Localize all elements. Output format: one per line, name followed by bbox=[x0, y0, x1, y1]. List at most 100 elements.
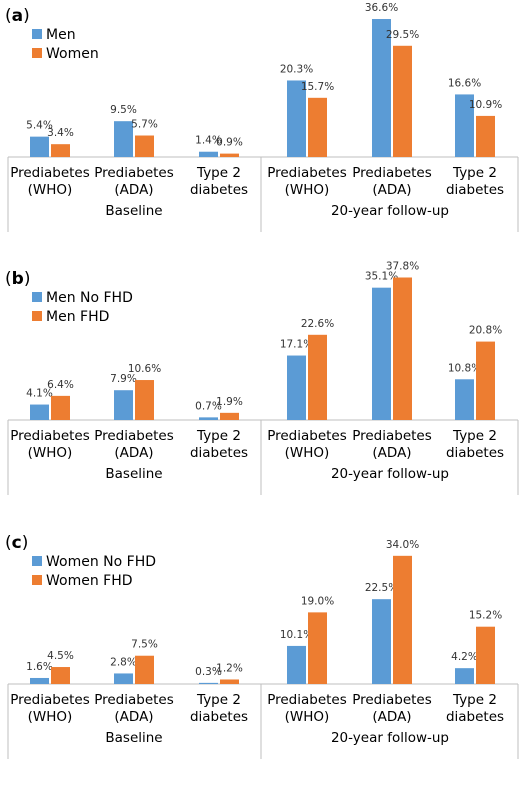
group-label: 20-year follow-up bbox=[331, 466, 449, 482]
category-label: Prediabetes (WHO) bbox=[10, 165, 90, 198]
legend-label: Women bbox=[46, 46, 99, 62]
category-label: Prediabetes (ADA) bbox=[94, 692, 174, 725]
data-label: 1.4% bbox=[195, 135, 222, 147]
group-label: Baseline bbox=[105, 730, 162, 746]
panel-letter: (c) bbox=[5, 533, 28, 553]
group-label: Baseline bbox=[105, 203, 162, 219]
data-label: 10.8% bbox=[448, 362, 481, 374]
data-label: 5.7% bbox=[131, 119, 158, 131]
bar bbox=[476, 115, 495, 157]
bar bbox=[114, 390, 133, 420]
panel-letter: (a) bbox=[5, 6, 30, 26]
bar bbox=[287, 355, 306, 420]
bar bbox=[135, 655, 154, 684]
category-label: Type 2 diabetes bbox=[446, 692, 504, 725]
bar bbox=[30, 677, 49, 684]
category-label: Prediabetes (WHO) bbox=[10, 428, 90, 461]
legend-label: Men FHD bbox=[46, 309, 109, 325]
panel-letter: (b) bbox=[5, 269, 30, 289]
data-label: 17.1% bbox=[280, 339, 313, 351]
data-label: 29.5% bbox=[386, 29, 419, 41]
bar bbox=[455, 379, 474, 420]
data-label: 15.7% bbox=[301, 81, 334, 93]
bar bbox=[114, 673, 133, 684]
legend-label: Men bbox=[46, 27, 76, 43]
category-label: Type 2 diabetes bbox=[446, 165, 504, 198]
data-label: 10.1% bbox=[280, 629, 313, 641]
bar bbox=[476, 341, 495, 420]
panel-b: (b) Men No FHD Men FHD 4.1%6.4% Prediabetes(… bbox=[5, 260, 519, 495]
data-label: 9.5% bbox=[110, 104, 137, 116]
data-label: 7.9% bbox=[110, 373, 137, 385]
group-label: 20-year follow-up bbox=[331, 730, 449, 746]
data-label: 10.6% bbox=[128, 363, 161, 375]
legend-label: Women No FHD bbox=[46, 554, 156, 570]
category-label: Prediabetes (WHO) bbox=[10, 692, 90, 725]
data-label: 0.3% bbox=[195, 666, 222, 678]
category-label: Prediabetes (ADA) bbox=[94, 165, 174, 198]
bar bbox=[372, 599, 391, 684]
bar bbox=[199, 151, 218, 157]
bar bbox=[51, 667, 70, 684]
category-label: Prediabetes (ADA) bbox=[94, 428, 174, 461]
category-label: Type 2 diabetes bbox=[190, 165, 248, 198]
data-label: 19.0% bbox=[301, 595, 334, 607]
data-label: 7.5% bbox=[131, 639, 158, 651]
bar bbox=[455, 668, 474, 684]
bar bbox=[199, 682, 218, 684]
data-label: 10.9% bbox=[469, 99, 502, 111]
data-label: 4.5% bbox=[47, 650, 74, 662]
legend-label: Women FHD bbox=[46, 573, 133, 589]
category-label: Prediabetes (WHO) bbox=[267, 165, 347, 198]
data-label: 1.6% bbox=[26, 661, 53, 673]
category-label: Prediabetes (WHO) bbox=[267, 692, 347, 725]
legend-swatch bbox=[32, 292, 42, 302]
bar bbox=[135, 380, 154, 420]
category-label: Type 2 diabetes bbox=[190, 692, 248, 725]
legend-swatch bbox=[32, 311, 42, 321]
data-label: 20.8% bbox=[469, 325, 502, 337]
bar bbox=[287, 645, 306, 684]
bar bbox=[372, 19, 391, 157]
data-label: 1.9% bbox=[216, 396, 243, 408]
data-label: 1.2% bbox=[216, 662, 243, 674]
data-label: 5.4% bbox=[26, 120, 53, 132]
category-label: Type 2 diabetes bbox=[190, 428, 248, 461]
bar bbox=[51, 144, 70, 157]
group-label: Baseline bbox=[105, 466, 162, 482]
data-label: 20.3% bbox=[280, 63, 313, 75]
bar bbox=[51, 395, 70, 420]
category-label: Prediabetes (ADA) bbox=[352, 165, 432, 198]
bar bbox=[199, 417, 218, 420]
data-label: 16.6% bbox=[448, 77, 481, 89]
data-label: 15.2% bbox=[469, 610, 502, 622]
data-label: 36.6% bbox=[365, 2, 398, 14]
bar bbox=[287, 80, 306, 157]
bar bbox=[135, 135, 154, 157]
group-label: 20-year follow-up bbox=[331, 203, 449, 219]
data-label: 34.0% bbox=[386, 539, 419, 551]
legend-swatch bbox=[32, 48, 42, 58]
data-label: 6.4% bbox=[47, 379, 74, 391]
legend-swatch bbox=[32, 575, 42, 585]
data-label: 0.9% bbox=[216, 137, 243, 149]
bar bbox=[220, 412, 239, 420]
category-label: Prediabetes (ADA) bbox=[352, 428, 432, 461]
bar bbox=[308, 97, 327, 157]
data-label: 3.4% bbox=[47, 127, 74, 139]
category-label: Type 2 diabetes bbox=[446, 428, 504, 461]
category-label: Prediabetes (ADA) bbox=[352, 692, 432, 725]
bar bbox=[372, 287, 391, 420]
bar bbox=[220, 153, 239, 157]
panel-c: (c) Women No FHD Women FHD 1.6%4.5% Prediabe… bbox=[5, 533, 519, 759]
bar bbox=[30, 404, 49, 420]
data-label: 37.8% bbox=[386, 260, 419, 272]
bar bbox=[393, 555, 412, 684]
bar bbox=[30, 136, 49, 157]
bar bbox=[114, 121, 133, 157]
category-label: Prediabetes (WHO) bbox=[267, 428, 347, 461]
bar bbox=[308, 612, 327, 684]
data-label: 22.5% bbox=[365, 582, 398, 594]
panel-a: (a) Men Women 5.4%3.4% Prediabetes (WHO) 9.5% 5… bbox=[5, 2, 519, 232]
